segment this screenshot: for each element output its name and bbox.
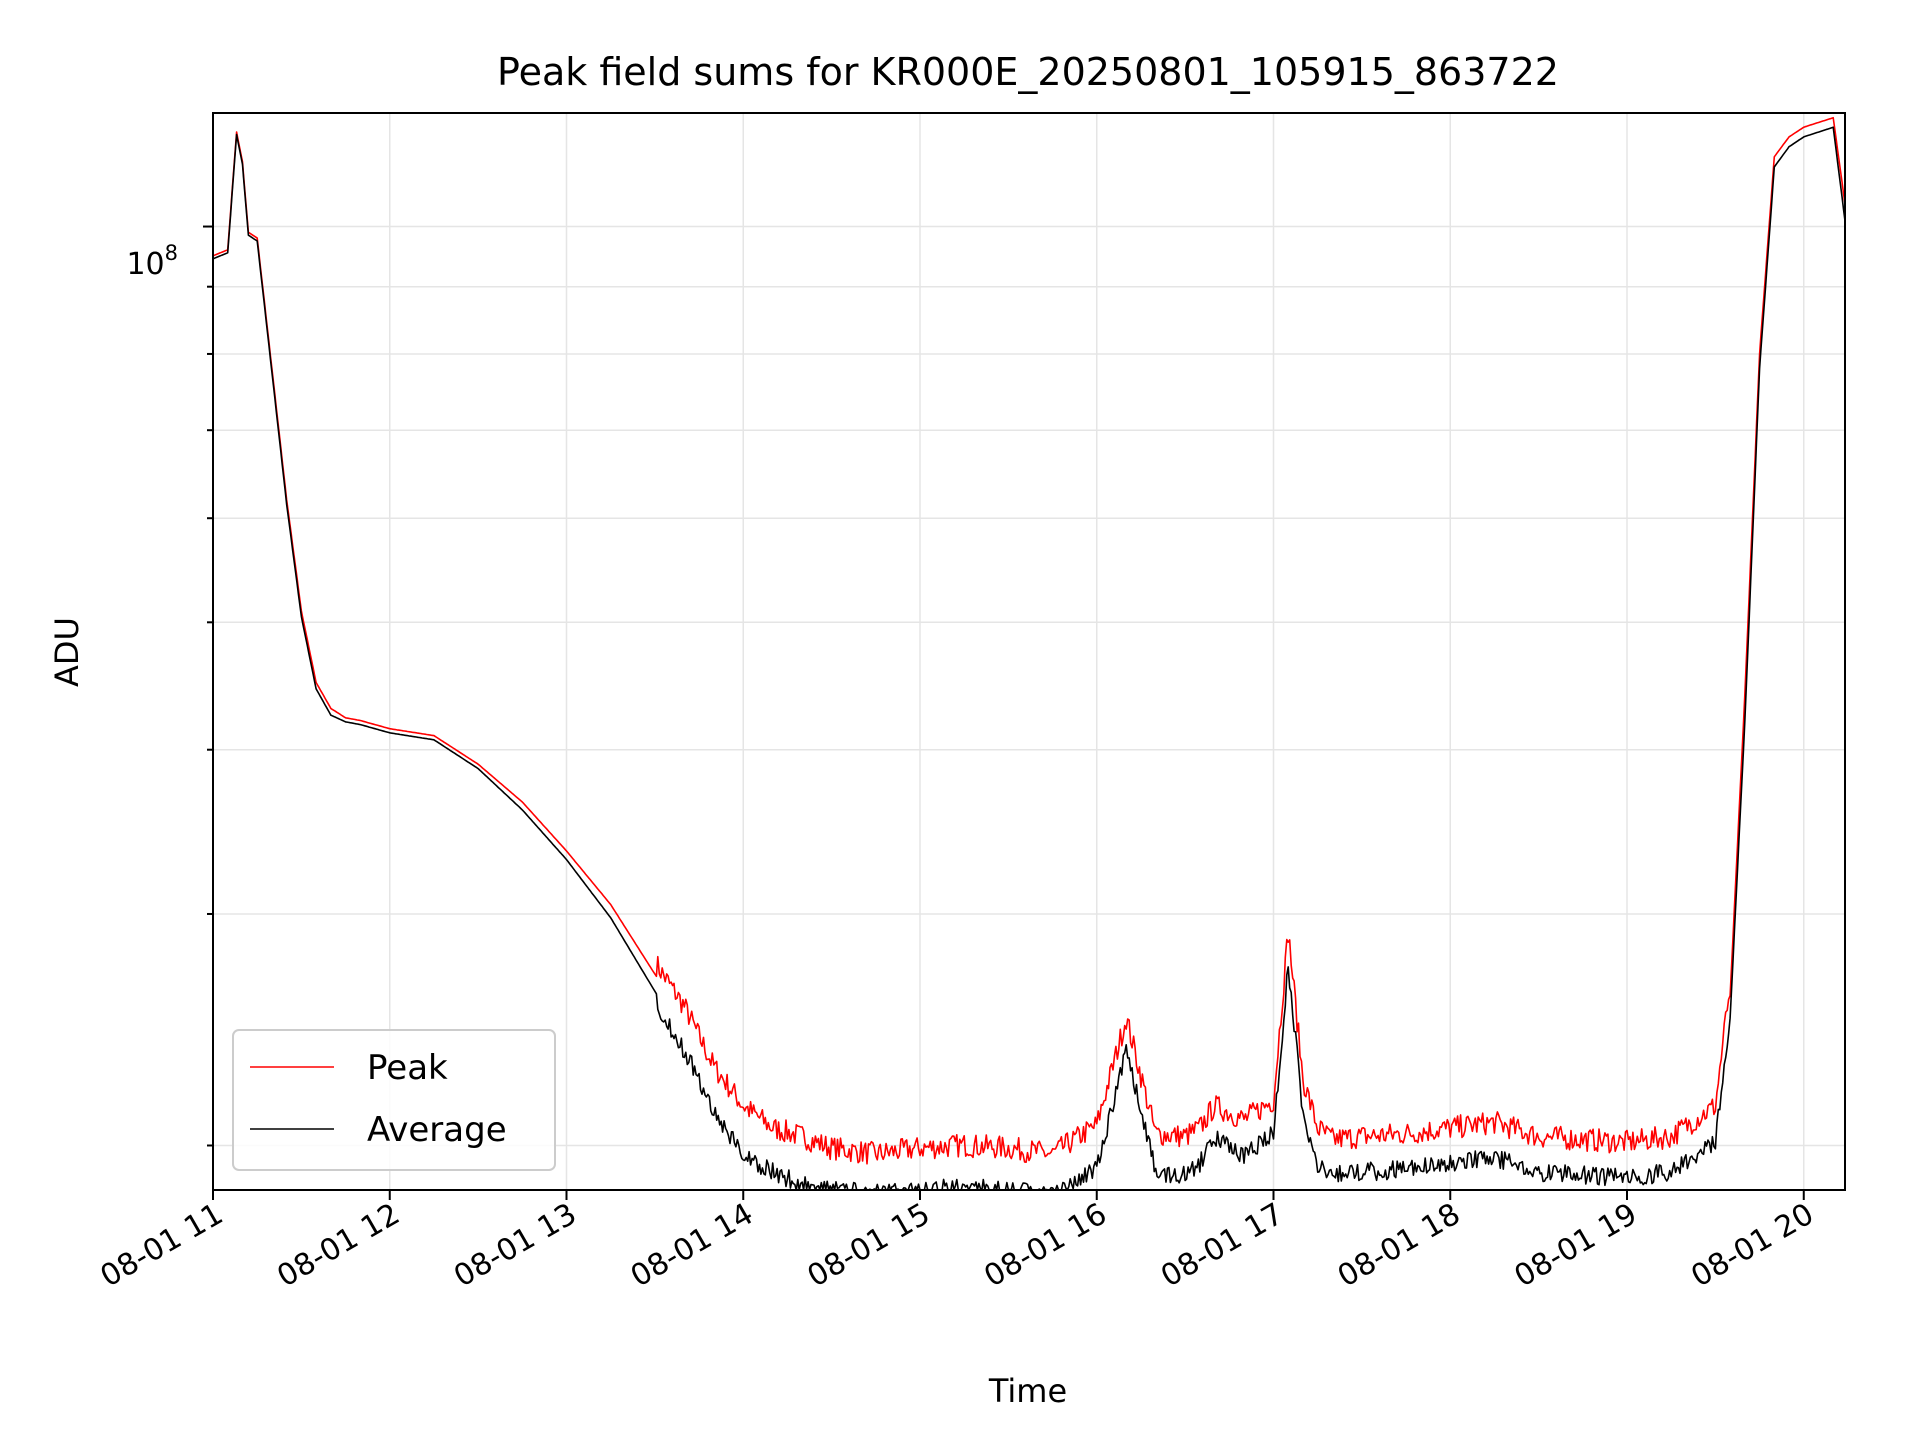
y-axis-label: ADU	[48, 617, 86, 687]
y-axis: 108	[126, 225, 213, 1147]
legend-peak-label: Peak	[367, 1048, 448, 1088]
chart-title: Peak field sums for KR000E_20250801_1059…	[497, 50, 1559, 94]
peak-line	[212, 116, 1846, 1165]
x-axis-label: Time	[988, 1372, 1067, 1410]
peak-series	[212, 116, 1846, 1165]
plot-frame	[212, 112, 1846, 1191]
y-tick-label: 108	[126, 241, 178, 282]
y-tick-exponent: 8	[165, 241, 178, 265]
legend: Peak Average	[232, 1029, 556, 1171]
legend-average-label: Average	[367, 1110, 507, 1150]
y-tick-base: 10	[126, 247, 164, 282]
legend-box	[232, 1029, 556, 1171]
